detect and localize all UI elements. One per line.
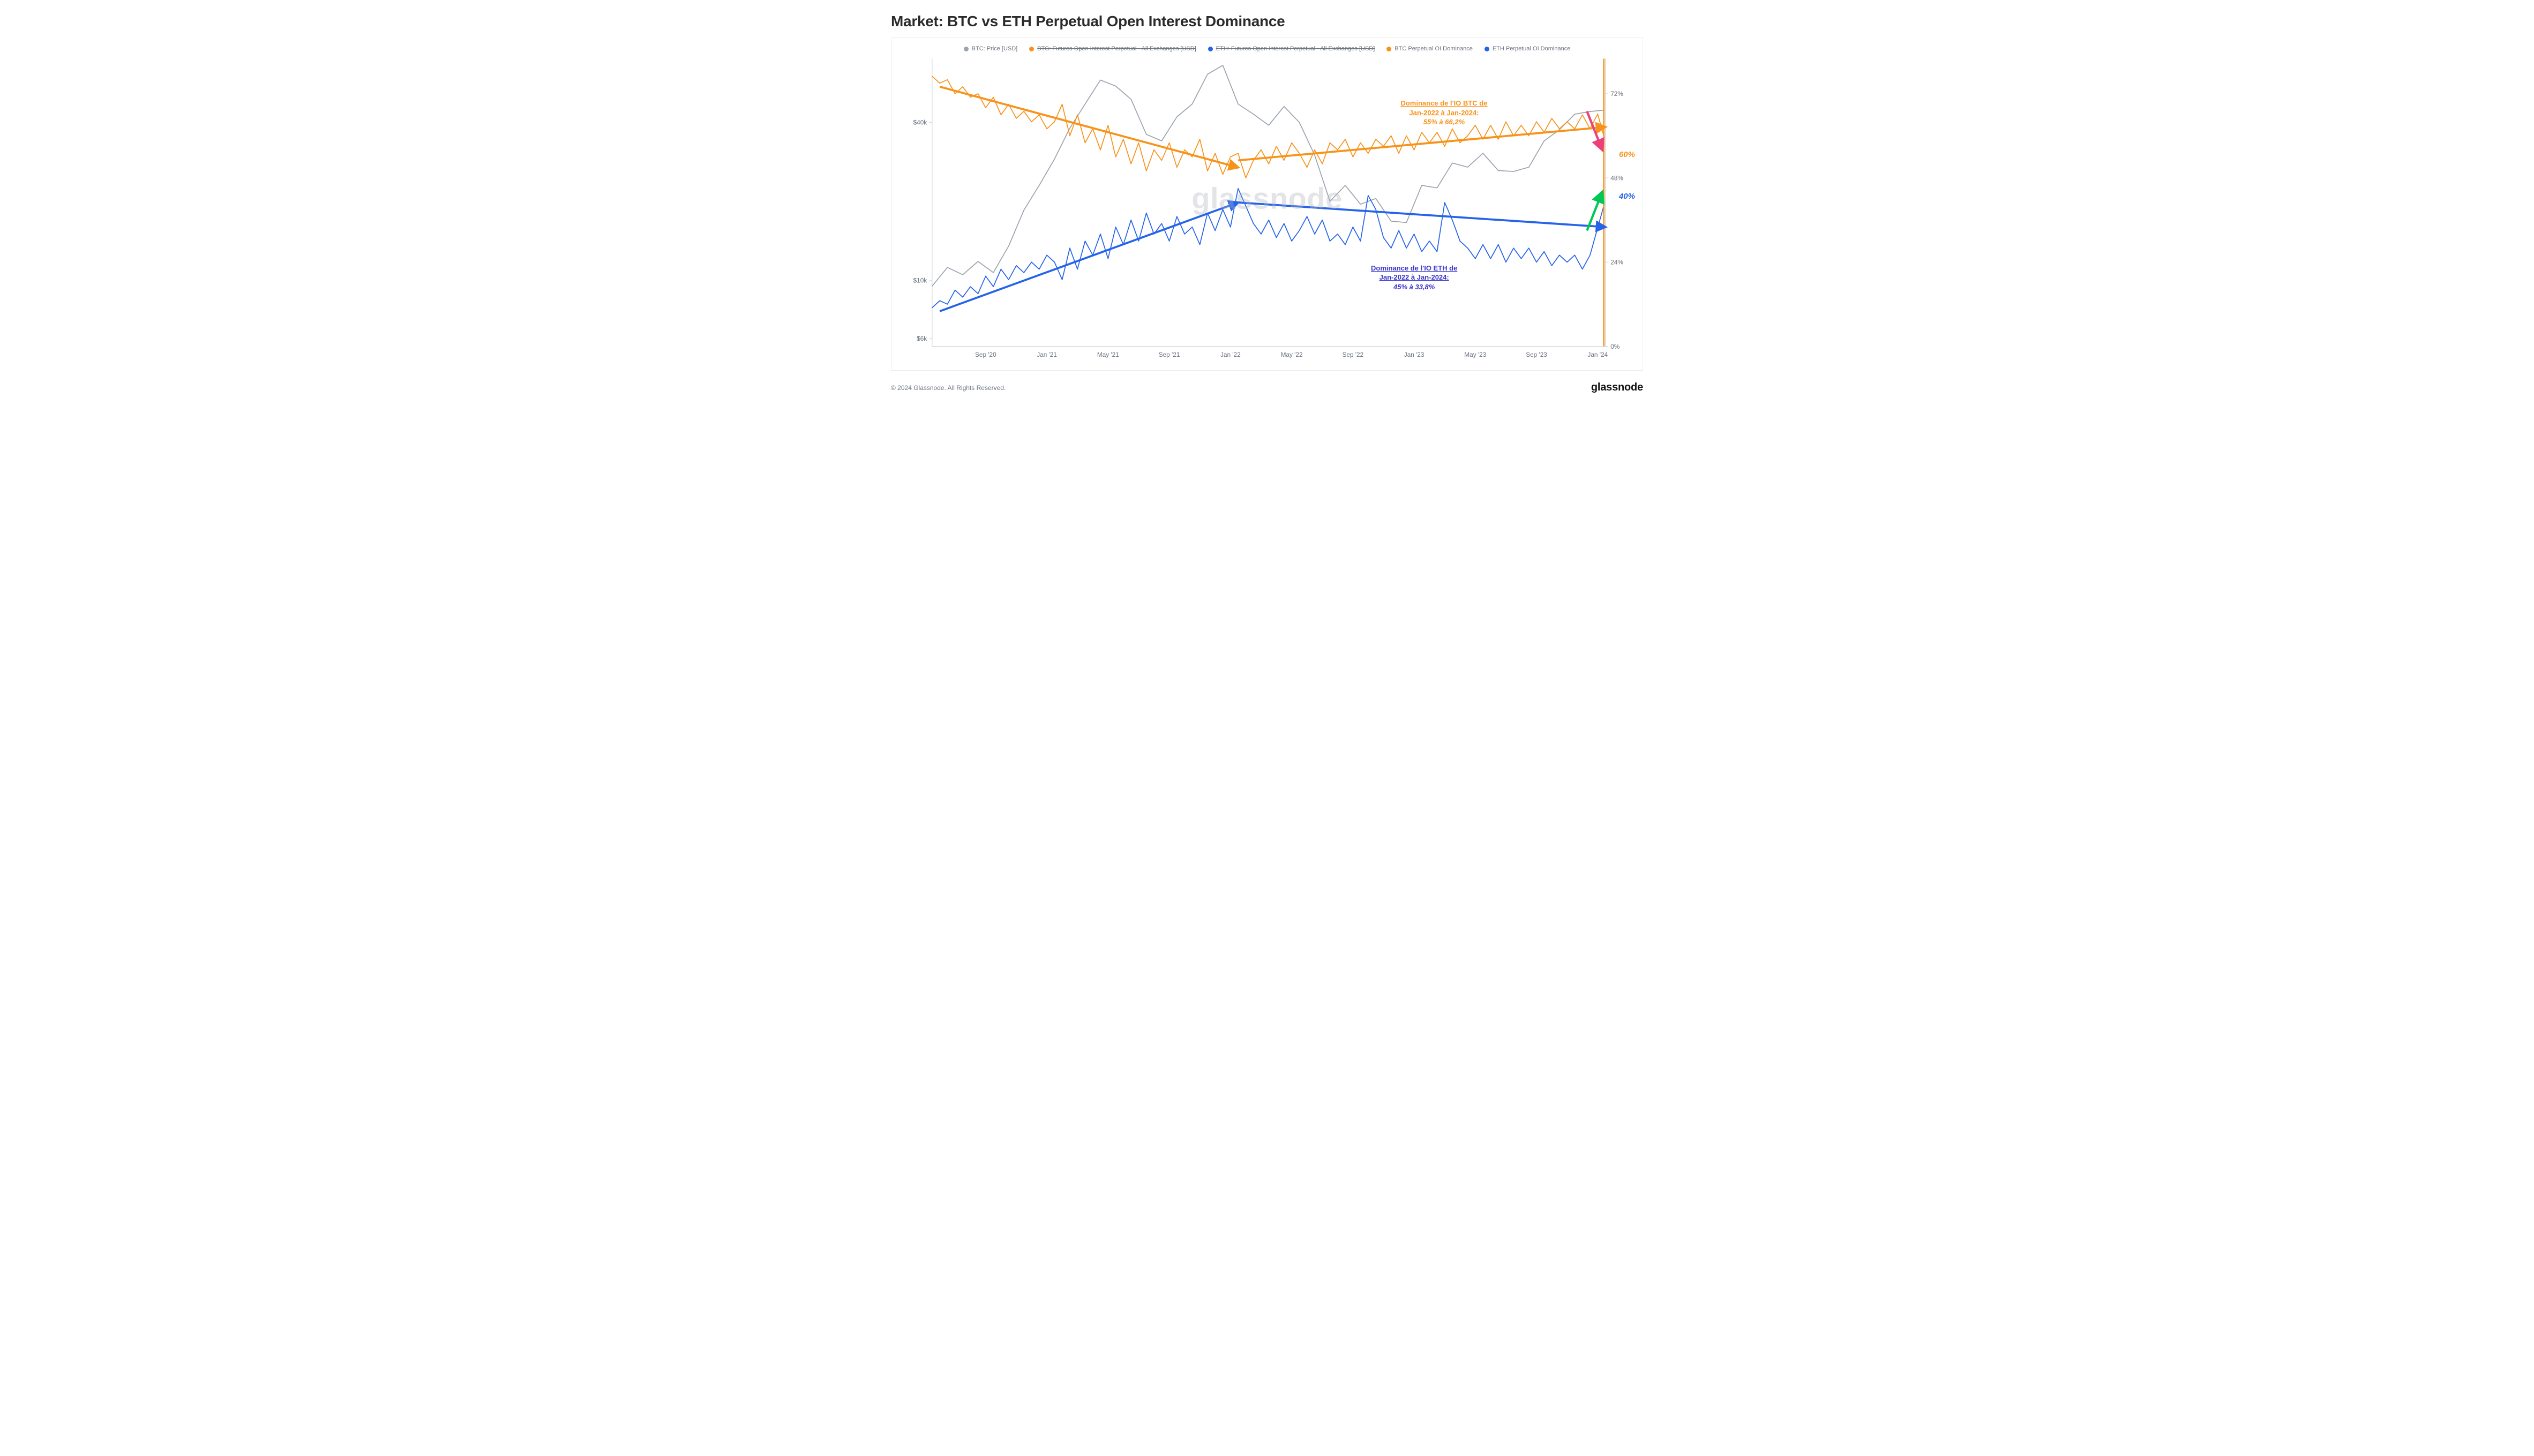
chart-box: glassnode $6k$10k$40k0%24%48%72%Sep '20J… <box>896 55 1638 366</box>
svg-text:0%: 0% <box>1610 343 1620 350</box>
svg-text:Sep '22: Sep '22 <box>1342 351 1363 358</box>
chart-panel: BTC: Price [USD] BTC: Futures Open Intere… <box>891 37 1643 371</box>
svg-text:Jan '23: Jan '23 <box>1404 351 1425 358</box>
legend-chip <box>964 47 969 51</box>
annotation-btc-value: 55% à 66,2% <box>1423 118 1465 126</box>
svg-text:Jan '22: Jan '22 <box>1220 351 1241 358</box>
arrow-blue-up <box>940 202 1238 311</box>
legend-label: BTC Perpetual OI Dominance <box>1395 46 1473 52</box>
y-axis-right: 0% 24% 48% 72% <box>1606 90 1624 350</box>
annotation-eth-l1: Dominance de l'IO ETH de <box>1371 264 1457 272</box>
annotation-eth: Dominance de l'IO ETH de Jan-2022 à Jan-… <box>1371 264 1457 292</box>
legend-label: BTC: Price [USD] <box>972 46 1018 52</box>
annotation-btc: Dominance de l'IO BTC de Jan-2022 à Jan-… <box>1400 99 1487 127</box>
y-axis-left: $6k $10k $40k <box>913 119 932 342</box>
legend-chip <box>1386 47 1391 51</box>
svg-text:Sep '20: Sep '20 <box>975 351 996 358</box>
legend-item[interactable]: BTC: Futures Open Interest Perpetual - A… <box>1029 46 1196 52</box>
legend-label: ETH: Futures Open Interest Perpetual - A… <box>1216 46 1375 52</box>
annotation-eth-value: 45% à 33,8% <box>1393 283 1435 291</box>
svg-text:24%: 24% <box>1610 259 1623 266</box>
svg-text:$40k: $40k <box>913 119 927 126</box>
svg-text:48%: 48% <box>1610 174 1623 182</box>
svg-text:$6k: $6k <box>917 335 927 342</box>
svg-text:May '21: May '21 <box>1097 351 1119 358</box>
end-label-60: 60% <box>1619 150 1635 159</box>
svg-text:May '23: May '23 <box>1464 351 1486 358</box>
legend-item[interactable]: ETH: Futures Open Interest Perpetual - A… <box>1208 46 1375 52</box>
svg-text:72%: 72% <box>1610 90 1623 97</box>
copyright: © 2024 Glassnode. All Rights Reserved. <box>891 384 1006 392</box>
brand-wordmark: glassnode <box>1591 381 1643 394</box>
arrow-pink-down <box>1587 111 1602 150</box>
legend-chip <box>1485 47 1489 51</box>
annotation-btc-l2: Jan-2022 à Jan-2024: <box>1409 109 1479 117</box>
x-axis: Sep '20 Jan '21 May '21 Sep '21 Jan '22 May '… <box>975 351 1608 358</box>
svg-text:Jan '21: Jan '21 <box>1037 351 1057 358</box>
svg-text:May '22: May '22 <box>1281 351 1303 358</box>
annotation-btc-l1: Dominance de l'IO BTC de <box>1400 99 1487 107</box>
legend-item[interactable]: BTC: Price [USD] <box>964 46 1018 52</box>
chart-svg: $6k $10k $40k 0% 24% 48% 72% Sep '20 Jan '21 May … <box>896 55 1638 366</box>
svg-text:Sep '23: Sep '23 <box>1526 351 1547 358</box>
legend-item[interactable]: ETH Perpetual OI Dominance <box>1485 46 1571 52</box>
arrow-blue-down <box>1238 202 1605 227</box>
page-title: Market: BTC vs ETH Perpetual Open Intere… <box>891 13 1643 30</box>
series-btc-oi-dominance <box>932 76 1604 178</box>
footer: © 2024 Glassnode. All Rights Reserved. g… <box>891 381 1643 394</box>
svg-text:$10k: $10k <box>913 276 927 284</box>
svg-text:Sep '21: Sep '21 <box>1159 351 1180 358</box>
legend-chip <box>1208 47 1213 51</box>
legend: BTC: Price [USD] BTC: Futures Open Intere… <box>896 46 1638 52</box>
end-label-40: 40% <box>1619 192 1635 201</box>
series-eth-oi-dominance <box>932 189 1604 308</box>
legend-label: BTC: Futures Open Interest Perpetual - A… <box>1037 46 1196 52</box>
legend-chip <box>1029 47 1034 51</box>
arrow-green-up <box>1587 192 1602 230</box>
legend-label: ETH Perpetual OI Dominance <box>1493 46 1571 52</box>
legend-item[interactable]: BTC Perpetual OI Dominance <box>1386 46 1473 52</box>
annotation-eth-l2: Jan-2022 à Jan-2024: <box>1380 273 1449 281</box>
series-btc-price <box>932 65 1604 286</box>
svg-text:Jan '24: Jan '24 <box>1587 351 1608 358</box>
